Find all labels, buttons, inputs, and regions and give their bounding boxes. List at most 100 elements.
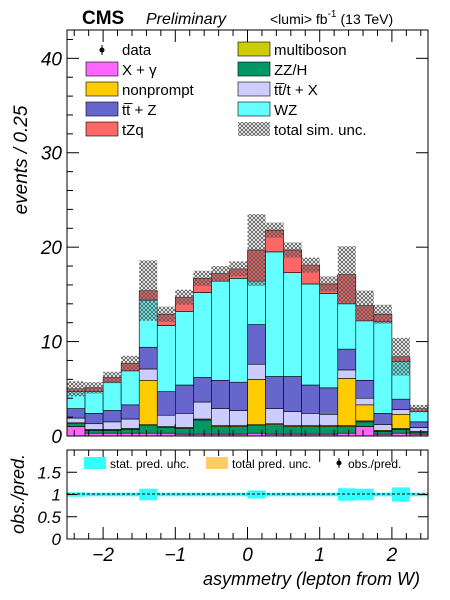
bar-5-3 — [120, 404, 140, 420]
ratio-legend: stat. pred. unc. total pred. unc. obs./pre… — [84, 457, 401, 471]
legend-swatch-total-sim-unc — [238, 122, 270, 136]
bar-5-8 — [211, 379, 230, 409]
sim-unc-4 — [139, 260, 158, 321]
bar-5-11 — [265, 376, 284, 409]
x-axis-title: asymmetry (lepton from W) — [203, 569, 420, 589]
legend-label-data: data — [122, 42, 152, 59]
stat-unc-15 — [337, 488, 356, 501]
bar-1-5 — [156, 427, 176, 434]
energy-text: (13 TeV) — [341, 11, 394, 27]
bar-4-18 — [391, 409, 411, 415]
bar-4-3 — [120, 418, 140, 429]
bar-5-2 — [102, 410, 122, 423]
sim-unc-8 — [211, 266, 230, 282]
bar-6-11 — [265, 251, 284, 377]
stat-unc-8 — [211, 492, 230, 497]
ratio-y-tick-label: 1.5 — [37, 463, 61, 482]
bar-5-12 — [283, 376, 302, 412]
legend-label-6: WZ — [274, 102, 297, 119]
legend-swatch-4 — [237, 81, 271, 97]
bar-5-16 — [355, 379, 375, 399]
ratio-plot-panel: 0 0.5 1 1.5 −2 −1 0 1 2 obs./pred. stat. pred. … — [8, 449, 429, 589]
sim-unc-9 — [229, 261, 248, 277]
x-tick-label: −1 — [164, 545, 186, 566]
bar-4-8 — [211, 408, 230, 426]
bar-1-18 — [391, 429, 411, 434]
bar-4-6 — [175, 413, 194, 428]
ratio-legend-label-points: obs./pred. — [348, 457, 401, 471]
main-y-tick-label: 10 — [41, 333, 63, 354]
bar-1-10 — [247, 425, 266, 434]
bar-5-6 — [175, 384, 194, 414]
bar-3-16 — [355, 404, 375, 422]
legend-swatch-0 — [85, 61, 119, 77]
legend-label-total-sim-unc: total sim. unc. — [274, 122, 367, 139]
bar-5-9 — [229, 381, 248, 411]
bar-1-0 — [66, 423, 86, 427]
legend-label-1: ZZ/H — [274, 62, 307, 79]
sim-unc-19 — [409, 404, 428, 413]
bar-4-1 — [84, 423, 104, 430]
sim-unc-16 — [355, 290, 374, 321]
main-legend: data X + γ nonprompt tt̅ + Z tZq multiboson ZZ… — [85, 41, 367, 139]
ratio-legend-swatch-total — [206, 457, 228, 469]
legend-swatch-5 — [85, 101, 119, 117]
x-axis: −2 −1 0 1 2 — [73, 450, 422, 566]
experiment-label: CMS — [82, 8, 124, 29]
legend-label-3: nonprompt — [122, 82, 195, 99]
bar-5-15 — [337, 348, 357, 371]
bar-4-14 — [319, 413, 339, 426]
bar-3-18 — [391, 413, 411, 429]
ratio-y-axis-title: obs./pred. — [8, 454, 28, 534]
stat-unc-3 — [121, 492, 140, 497]
main-plot-panel: 0 10 20 30 40 events / 0.25 data X + γ nonprom… — [11, 29, 429, 448]
bar-1-12 — [283, 426, 302, 435]
bar-1-1 — [84, 430, 104, 434]
bar-1-15 — [337, 426, 357, 434]
bar-1-13 — [301, 426, 320, 435]
bar-4-11 — [265, 408, 284, 425]
bar-1-9 — [229, 426, 248, 435]
bar-4-0 — [66, 417, 86, 424]
stat-unc-5 — [157, 492, 176, 497]
bar-4-19 — [409, 427, 429, 432]
bar-4-15 — [337, 369, 357, 379]
lumi-text: <lumi> fb — [270, 11, 328, 27]
bar-6-3 — [120, 370, 140, 406]
bar-6-6 — [175, 311, 194, 386]
bar-1-14 — [319, 426, 339, 435]
main-y-tick-label: 40 — [41, 49, 63, 70]
sim-unc-12 — [283, 242, 302, 258]
x-tick-label: 2 — [386, 545, 398, 566]
bar-5-1 — [84, 413, 104, 425]
legend-swatch-7 — [85, 121, 119, 137]
legend-label-2: multiboson — [274, 42, 347, 59]
legend-swatch-1 — [237, 61, 271, 77]
bar-6-16 — [355, 320, 375, 381]
ratio-y-tick-label: 1 — [52, 486, 61, 505]
bar-6-10 — [247, 280, 266, 325]
bar-1-6 — [175, 428, 194, 435]
bar-5-13 — [301, 384, 320, 414]
ratio-legend-swatch-stat — [84, 457, 106, 469]
sim-unc-3 — [121, 355, 140, 371]
stat-unc-10 — [247, 490, 266, 499]
bar-1-16 — [355, 421, 375, 427]
bar-6-9 — [229, 278, 248, 383]
bar-1-17 — [373, 430, 393, 435]
main-x-axis-ticks — [73, 30, 422, 436]
status-label: Preliminary — [146, 11, 227, 28]
bar-6-17 — [373, 321, 393, 414]
bar-1-4 — [138, 425, 158, 434]
bar-6-7 — [193, 292, 212, 378]
ratio-y-tick-label: 0 — [52, 530, 62, 549]
bar-5-19 — [409, 421, 429, 428]
legend-label-4: tt̅/t + X — [274, 82, 318, 99]
bar-5-10 — [247, 324, 266, 365]
bar-1-11 — [265, 424, 284, 435]
legend-label-7: tZq — [122, 122, 144, 139]
x-tick-label: 1 — [314, 545, 325, 566]
legend-swatch-2 — [237, 41, 271, 57]
sim-unc-14 — [319, 276, 338, 292]
bar-1-8 — [211, 426, 230, 435]
